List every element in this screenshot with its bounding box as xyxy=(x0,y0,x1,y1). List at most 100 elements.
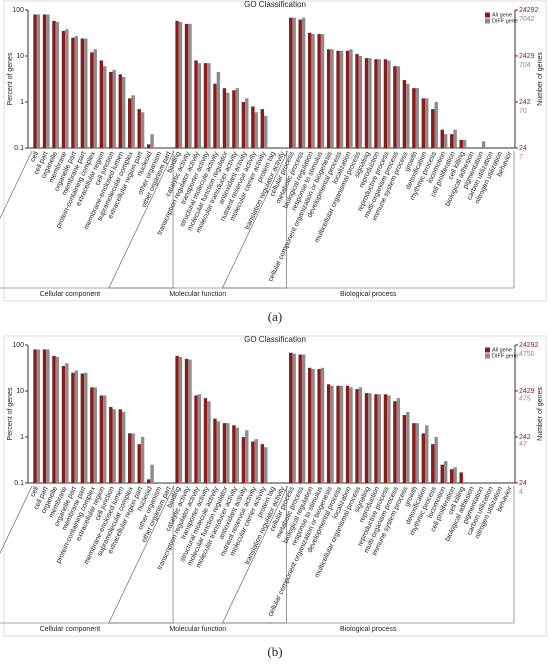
bar xyxy=(349,387,353,483)
legend-swatch xyxy=(485,353,490,359)
bar xyxy=(36,14,41,149)
bar xyxy=(431,109,435,148)
bar xyxy=(99,395,104,483)
y2-tick-label: 2429 xyxy=(519,53,535,60)
bar xyxy=(383,394,388,483)
group-bracket xyxy=(221,150,515,289)
bar xyxy=(184,358,189,483)
bar xyxy=(245,98,249,148)
bar xyxy=(84,38,88,148)
bar xyxy=(374,59,378,148)
bar xyxy=(459,139,463,148)
legend-swatch xyxy=(485,12,490,18)
bar xyxy=(264,115,268,148)
bar xyxy=(387,395,391,483)
bar xyxy=(226,92,230,148)
bar xyxy=(232,90,236,148)
bar xyxy=(421,98,426,148)
bar xyxy=(216,421,221,483)
group-label: Biological process xyxy=(340,626,397,633)
bar xyxy=(377,394,382,483)
bar xyxy=(33,14,37,149)
bar xyxy=(298,354,302,483)
bar xyxy=(431,444,435,483)
bar xyxy=(112,409,116,483)
bar xyxy=(99,60,104,149)
bar xyxy=(52,355,56,483)
bar xyxy=(425,98,429,148)
bar xyxy=(440,464,444,483)
y-tick-label: 0.1 xyxy=(14,480,24,487)
y2-axis-label: Number of genes xyxy=(537,52,544,106)
bar xyxy=(434,437,438,483)
bar xyxy=(90,387,94,483)
bar xyxy=(207,63,211,148)
bar xyxy=(453,129,457,148)
bar xyxy=(42,14,47,149)
bar xyxy=(241,102,246,148)
legend-label: DIFF gene xyxy=(492,18,518,24)
bar xyxy=(320,367,325,483)
bar xyxy=(74,36,79,148)
bar xyxy=(109,406,113,483)
bar xyxy=(61,30,66,148)
bar xyxy=(118,74,122,148)
legend-swatch xyxy=(485,347,490,353)
chart-panel: GO Classification 0.1 1 10 100 24 242 2429 24292… xyxy=(0,0,547,324)
bar xyxy=(450,134,454,148)
bar xyxy=(459,472,463,483)
bar xyxy=(358,56,363,148)
bar xyxy=(415,423,419,483)
bar xyxy=(55,21,60,149)
bar xyxy=(421,433,426,483)
bar xyxy=(80,38,85,148)
bar xyxy=(150,134,154,148)
bar xyxy=(336,385,340,483)
bar xyxy=(71,372,75,483)
bar xyxy=(326,49,331,149)
y2-tick-label: 242 xyxy=(519,99,531,106)
group-label: Biological process xyxy=(340,291,397,298)
bar xyxy=(140,437,145,483)
panel-label: (a) xyxy=(268,309,282,324)
bar xyxy=(355,54,359,149)
bar xyxy=(121,411,126,483)
bar xyxy=(396,398,401,483)
bar xyxy=(387,60,391,149)
bar xyxy=(345,50,350,148)
bar xyxy=(393,401,397,483)
bar xyxy=(175,355,179,483)
bar xyxy=(226,423,230,483)
y-tick-label: 1 xyxy=(20,434,24,441)
bar xyxy=(84,372,88,483)
bar xyxy=(80,373,85,483)
bar xyxy=(393,66,397,148)
bar xyxy=(434,102,438,148)
y3-tick-label: 475 xyxy=(519,396,531,403)
bar xyxy=(197,63,202,148)
panel-frame xyxy=(3,0,547,302)
y2-axis-label: Number of genes xyxy=(537,387,544,441)
bar xyxy=(254,112,258,148)
bar xyxy=(178,21,183,149)
bar xyxy=(374,394,378,483)
panel-label: (b) xyxy=(267,644,282,659)
bar xyxy=(71,37,75,148)
bar xyxy=(251,441,255,483)
bar xyxy=(178,356,183,483)
chart-panel: GO Classification 0.1 1 10 100 24 242 2429 24292… xyxy=(0,335,547,659)
legend-label: DIFF gene xyxy=(492,353,518,359)
bar xyxy=(339,50,344,148)
bar xyxy=(292,353,296,483)
group-label: Cellular component xyxy=(40,291,100,298)
bar xyxy=(55,356,60,483)
bar xyxy=(103,66,107,148)
y-tick-label: 1 xyxy=(20,99,24,106)
y-tick-label: 100 xyxy=(12,7,24,14)
group-label: Molecular function xyxy=(169,626,226,633)
chart-title: GO Classification xyxy=(244,0,306,9)
bar xyxy=(440,129,444,148)
bar xyxy=(289,352,293,483)
bar xyxy=(137,444,141,483)
bar xyxy=(336,50,340,148)
